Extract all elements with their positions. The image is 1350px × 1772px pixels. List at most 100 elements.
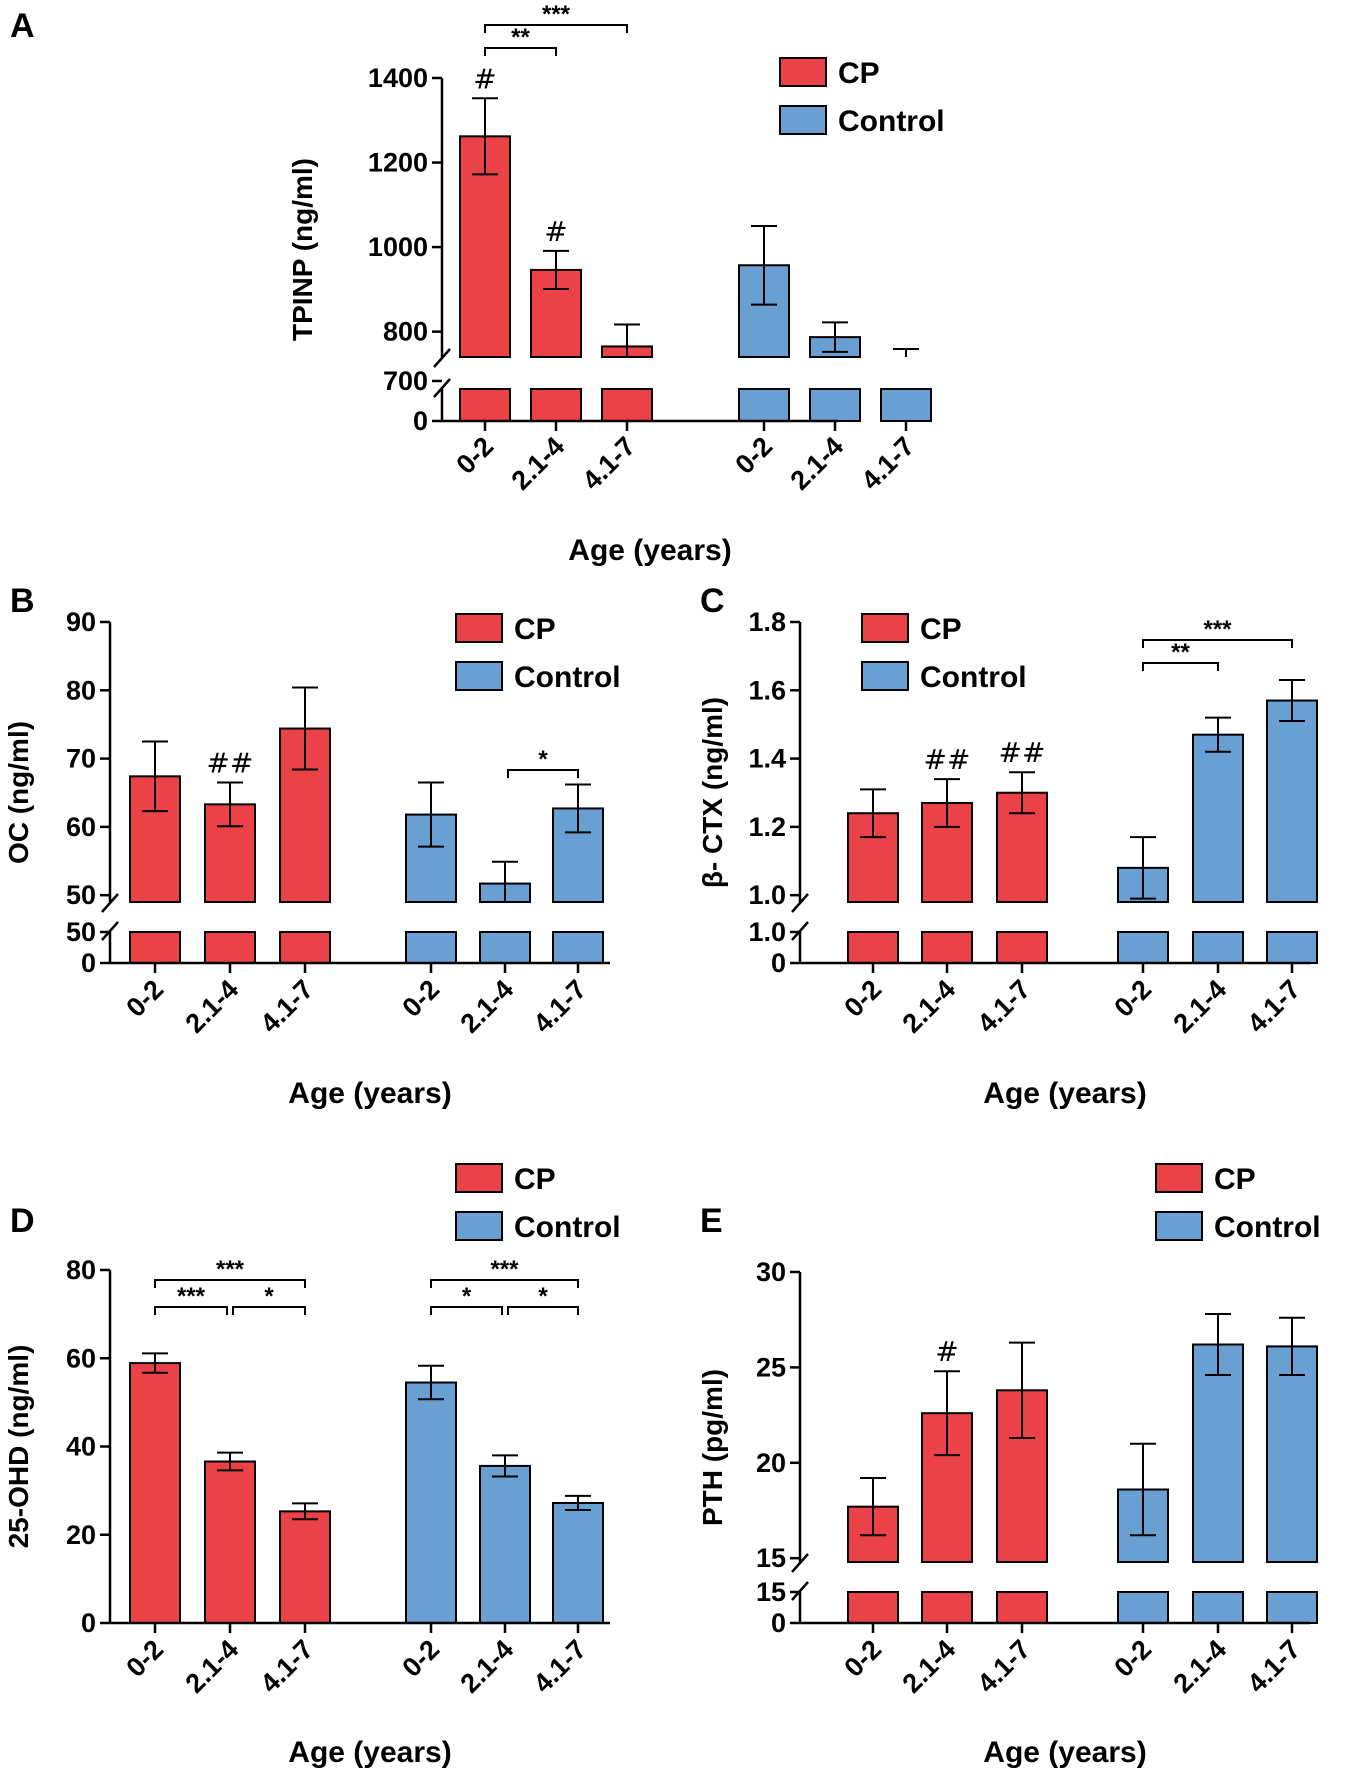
panel-letter: A bbox=[10, 7, 35, 45]
x-tick-label: 0-2 bbox=[1108, 1634, 1157, 1683]
legend-swatch-control bbox=[1155, 1211, 1203, 1241]
x-tick-label: 2.1-4 bbox=[1168, 974, 1233, 1039]
bar-stub-cp-4.1-7 bbox=[601, 388, 653, 422]
bar-control-0-2 bbox=[405, 1381, 457, 1625]
y-tick-label: 1.0 bbox=[748, 917, 786, 947]
axis-break-mark bbox=[433, 348, 451, 368]
significance-bracket bbox=[154, 1306, 228, 1315]
bar-stub-cp-0-2 bbox=[847, 931, 899, 964]
y-tick-label: 0 bbox=[771, 1608, 786, 1638]
x-tick-label: 0-2 bbox=[838, 974, 887, 1023]
legend-swatch-cp bbox=[1155, 1163, 1203, 1193]
bar-stub-cp-4.1-7 bbox=[996, 931, 1048, 964]
bar-stub-control-4.1-7 bbox=[1266, 931, 1318, 964]
significance-bracket bbox=[232, 1306, 306, 1315]
legend-label-cp: CP bbox=[514, 1163, 556, 1196]
legend-label-control: Control bbox=[838, 105, 945, 138]
y-axis-title: TPINP (ng/ml) bbox=[287, 158, 318, 341]
bar-stub-control-0-2 bbox=[1117, 931, 1169, 964]
x-tick-label: 4.1-7 bbox=[528, 1634, 593, 1699]
x-axis-title: Age (years) bbox=[983, 1077, 1146, 1110]
y-tick-label: 1400 bbox=[368, 63, 428, 93]
legend-label-control: Control bbox=[1214, 1211, 1321, 1244]
bar-stub-control-4.1-7 bbox=[1266, 1591, 1318, 1624]
y-tick-label: 1000 bbox=[368, 232, 428, 262]
bar-stub-control-0-2 bbox=[405, 931, 457, 964]
panel-letter: B bbox=[10, 582, 35, 620]
bar-stub-control-0-2 bbox=[738, 388, 790, 422]
x-tick-label: 4.1-7 bbox=[255, 974, 320, 1039]
x-tick-label: 2.1-4 bbox=[897, 1634, 962, 1699]
x-tick-label: 2.1-4 bbox=[1168, 1634, 1233, 1699]
legend-label-cp: CP bbox=[514, 613, 556, 646]
y-tick-label: 60 bbox=[66, 812, 96, 842]
x-tick-label: 4.1-7 bbox=[972, 974, 1037, 1039]
significance-bracket bbox=[507, 1306, 579, 1315]
y-tick-label: 15 bbox=[756, 1543, 786, 1573]
legend-swatch-cp bbox=[861, 613, 909, 643]
hash-mark: ## bbox=[207, 746, 254, 779]
bar-stub-cp-2.1-4 bbox=[530, 388, 582, 422]
panel-letter: E bbox=[700, 1202, 723, 1240]
x-tick-label: 4.1-7 bbox=[1242, 974, 1307, 1039]
bar-cp-0-2 bbox=[129, 1362, 181, 1624]
x-tick-label: 0-2 bbox=[450, 431, 499, 480]
significance-bracket bbox=[507, 769, 579, 778]
hash-mark: ## bbox=[999, 736, 1046, 769]
y-tick-label: 30 bbox=[756, 1257, 786, 1287]
bar-stub-control-4.1-7 bbox=[552, 931, 604, 964]
axis-break-mark bbox=[101, 893, 119, 913]
y-tick-label: 0 bbox=[81, 948, 96, 978]
significance-bracket bbox=[484, 24, 628, 33]
y-tick-label: 1.2 bbox=[748, 812, 786, 842]
axis-break-mark bbox=[791, 893, 809, 913]
x-tick-label: 4.1-7 bbox=[1242, 1634, 1307, 1699]
significance-bracket bbox=[154, 1279, 306, 1288]
x-axis-title: Age (years) bbox=[288, 1736, 451, 1769]
x-axis-title: Age (years) bbox=[568, 534, 731, 567]
x-tick-label: 2.1-4 bbox=[455, 1634, 520, 1699]
y-tick-label: 0 bbox=[771, 948, 786, 978]
bar-control-4.1-7 bbox=[1266, 699, 1318, 903]
significance-bracket bbox=[430, 1279, 579, 1288]
y-tick-label: 0 bbox=[81, 1608, 96, 1638]
axis-break-mark bbox=[433, 378, 451, 398]
y-tick-label: 1.6 bbox=[748, 675, 786, 705]
y-tick-label: 15 bbox=[756, 1577, 786, 1607]
legend-swatch-control bbox=[455, 661, 503, 691]
bar-cp-4.1-7 bbox=[279, 1510, 331, 1625]
legend-label-cp: CP bbox=[838, 57, 880, 90]
axis-break-gap bbox=[90, 903, 615, 931]
x-tick-label: 2.1-4 bbox=[180, 974, 245, 1039]
x-tick-label: 2.1-4 bbox=[506, 431, 571, 496]
legend-label-control: Control bbox=[920, 661, 1027, 694]
y-axis-title: 25-OHD (ng/ml) bbox=[3, 1345, 34, 1549]
bar-control-2.1-4 bbox=[1192, 1343, 1244, 1563]
x-axis-title: Age (years) bbox=[288, 1077, 451, 1110]
panel-c: C01.01.01.21.41.61.80-2 2.1-4 4.1-7 0-2 2.1-… bbox=[697, 582, 1318, 1110]
significance-bracket bbox=[430, 1306, 503, 1315]
significance-label: * bbox=[264, 1283, 274, 1310]
bar-control-4.1-7 bbox=[1266, 1345, 1318, 1563]
bar-stub-control-4.1-7 bbox=[880, 388, 932, 422]
significance-bracket bbox=[1142, 639, 1293, 648]
legend-swatch-control bbox=[779, 105, 827, 135]
y-tick-label: 25 bbox=[756, 1352, 786, 1382]
bar-control-2.1-4 bbox=[479, 1464, 531, 1625]
significance-label: *** bbox=[542, 1, 571, 28]
y-tick-label: 80 bbox=[66, 675, 96, 705]
bar-stub-cp-4.1-7 bbox=[996, 1591, 1048, 1624]
x-tick-label: 0-2 bbox=[729, 431, 778, 480]
x-tick-label: 0-2 bbox=[120, 974, 169, 1023]
legend-swatch-cp bbox=[455, 1163, 503, 1193]
axis-break-gap bbox=[422, 358, 843, 388]
bar-stub-cp-0-2 bbox=[459, 388, 511, 422]
significance-label: *** bbox=[1203, 616, 1232, 643]
x-tick-label: 2.1-4 bbox=[785, 431, 850, 496]
x-tick-label: 2.1-4 bbox=[897, 974, 962, 1039]
y-tick-label: 700 bbox=[383, 366, 428, 396]
hash-mark: # bbox=[473, 62, 496, 95]
